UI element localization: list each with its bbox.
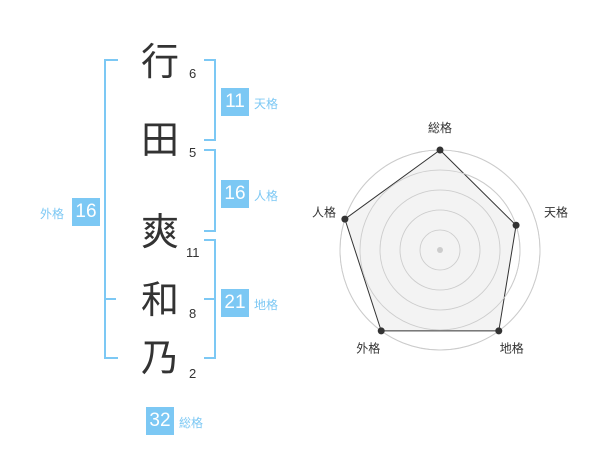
jinkaku-bracket <box>204 149 216 232</box>
radar-point <box>341 215 349 223</box>
radar-axis-label: 総格 <box>428 120 452 135</box>
tenkaku-value: 11 <box>221 88 249 116</box>
tenkaku-bracket <box>204 59 216 141</box>
radar-point <box>512 221 520 229</box>
jinkaku-label: 人格 <box>254 189 279 203</box>
radar-grid-circle-overlay <box>399 209 481 291</box>
kanji-3: 爽 <box>140 210 179 254</box>
jinkaku-value: 16 <box>221 180 249 208</box>
chikaku-value: 21 <box>221 289 249 317</box>
soukaku-value: 32 <box>146 407 174 435</box>
stroke-count-1: 6 <box>189 66 197 81</box>
radar-axis-label: 地格 <box>500 341 524 356</box>
gaikaku-bracket <box>104 59 118 359</box>
radar-grid-circle-overlay <box>379 189 501 311</box>
kanji-2: 田 <box>140 118 179 162</box>
kanji-1: 行 <box>140 40 179 84</box>
chikaku-label: 地格 <box>254 298 279 312</box>
radar-area <box>344 149 517 332</box>
radar-grid-circle-overlay <box>419 229 461 271</box>
stroke-count-3: 11 <box>186 245 200 260</box>
tenkaku-label: 天格 <box>254 97 279 111</box>
chikaku-bracket-tick <box>204 298 214 300</box>
radar-axis-label: 天格 <box>544 204 568 219</box>
gaikaku-label: 外格 <box>40 207 65 221</box>
radar-point <box>377 327 385 335</box>
soukaku-label: 総格 <box>179 416 204 430</box>
radar-center <box>437 247 443 253</box>
radar-axis-label: 人格 <box>312 204 336 219</box>
stroke-count-4: 8 <box>189 306 197 321</box>
kanji-5: 乃 <box>140 336 179 380</box>
chikaku-bracket <box>204 239 216 359</box>
stroke-count-5: 2 <box>189 366 197 381</box>
gaikaku-bracket-tick <box>106 298 116 300</box>
radar-point <box>436 146 444 154</box>
gaikaku-value: 16 <box>72 198 100 226</box>
radar-axis-label: 外格 <box>356 341 380 356</box>
radar-grid-circle-overlay <box>359 169 521 331</box>
kanji-4: 和 <box>140 278 179 322</box>
stroke-count-2: 5 <box>189 145 197 160</box>
radar-point <box>495 327 503 335</box>
